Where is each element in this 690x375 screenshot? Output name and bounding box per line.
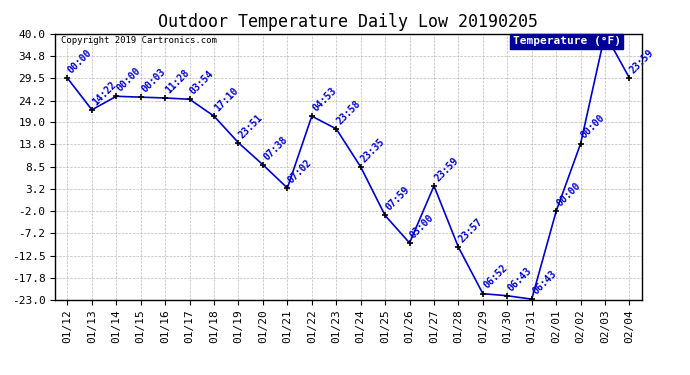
Title: Outdoor Temperature Daily Low 20190205: Outdoor Temperature Daily Low 20190205 — [159, 13, 538, 31]
Text: 06:52: 06:52 — [482, 263, 509, 291]
Text: 00:00: 00:00 — [66, 48, 94, 75]
Text: 11:28: 11:28 — [164, 68, 192, 95]
Text: Copyright 2019 Cartronics.com: Copyright 2019 Cartronics.com — [61, 36, 217, 45]
Text: 00:00: 00:00 — [115, 66, 143, 93]
Text: 04:53: 04:53 — [310, 86, 338, 113]
Text: 03:54: 03:54 — [188, 69, 216, 96]
Text: 00:00: 00:00 — [555, 181, 582, 209]
Text: 06:43: 06:43 — [506, 265, 533, 293]
Text: 23:59: 23:59 — [628, 48, 655, 75]
Text: 07:59: 07:59 — [384, 185, 411, 213]
Text: Temperature (°F): Temperature (°F) — [513, 36, 621, 46]
Text: 06:43: 06:43 — [530, 268, 558, 296]
Text: 23:35: 23:35 — [359, 136, 387, 164]
Text: 00:00: 00:00 — [579, 113, 607, 141]
Text: 23:58: 23:58 — [335, 98, 362, 126]
Text: 00:03: 00:03 — [139, 66, 167, 94]
Text: 03:00: 03:00 — [408, 212, 436, 240]
Text: 07:02: 07:02 — [286, 158, 314, 185]
Text: 23:57: 23:57 — [457, 217, 485, 244]
Text: 07:38: 07:38 — [262, 134, 289, 162]
Text: 14:22: 14:22 — [90, 79, 118, 107]
Text: 23:51: 23:51 — [237, 112, 265, 140]
Text: 17:10: 17:10 — [213, 86, 240, 113]
Text: 23:59: 23:59 — [433, 155, 460, 183]
